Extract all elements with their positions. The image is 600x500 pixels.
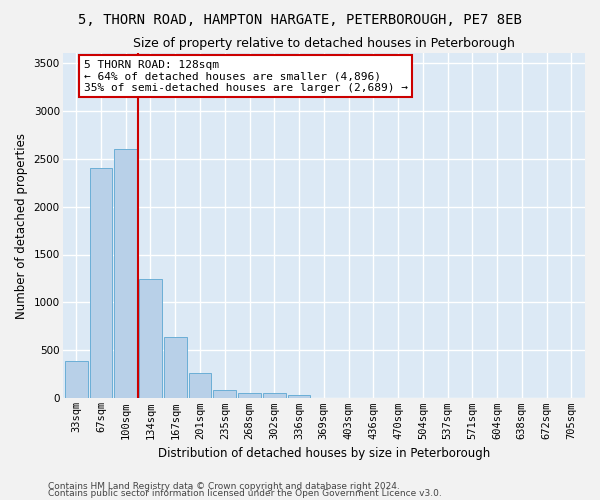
Bar xyxy=(139,280,162,398)
Text: Contains HM Land Registry data © Crown copyright and database right 2024.: Contains HM Land Registry data © Crown c… xyxy=(48,482,400,491)
Bar xyxy=(65,361,88,399)
Text: 5, THORN ROAD, HAMPTON HARGATE, PETERBOROUGH, PE7 8EB: 5, THORN ROAD, HAMPTON HARGATE, PETERBOR… xyxy=(78,12,522,26)
Text: 5 THORN ROAD: 128sqm
← 64% of detached houses are smaller (4,896)
35% of semi-de: 5 THORN ROAD: 128sqm ← 64% of detached h… xyxy=(83,60,407,93)
Text: Contains public sector information licensed under the Open Government Licence v3: Contains public sector information licen… xyxy=(48,489,442,498)
Bar xyxy=(238,392,261,398)
X-axis label: Distribution of detached houses by size in Peterborough: Distribution of detached houses by size … xyxy=(158,447,490,460)
Bar xyxy=(214,390,236,398)
Bar xyxy=(188,374,211,398)
Bar xyxy=(115,149,137,398)
Bar xyxy=(89,168,112,398)
Bar xyxy=(164,337,187,398)
Bar xyxy=(263,392,286,398)
Title: Size of property relative to detached houses in Peterborough: Size of property relative to detached ho… xyxy=(133,38,515,51)
Bar xyxy=(287,394,310,398)
Y-axis label: Number of detached properties: Number of detached properties xyxy=(15,132,28,318)
